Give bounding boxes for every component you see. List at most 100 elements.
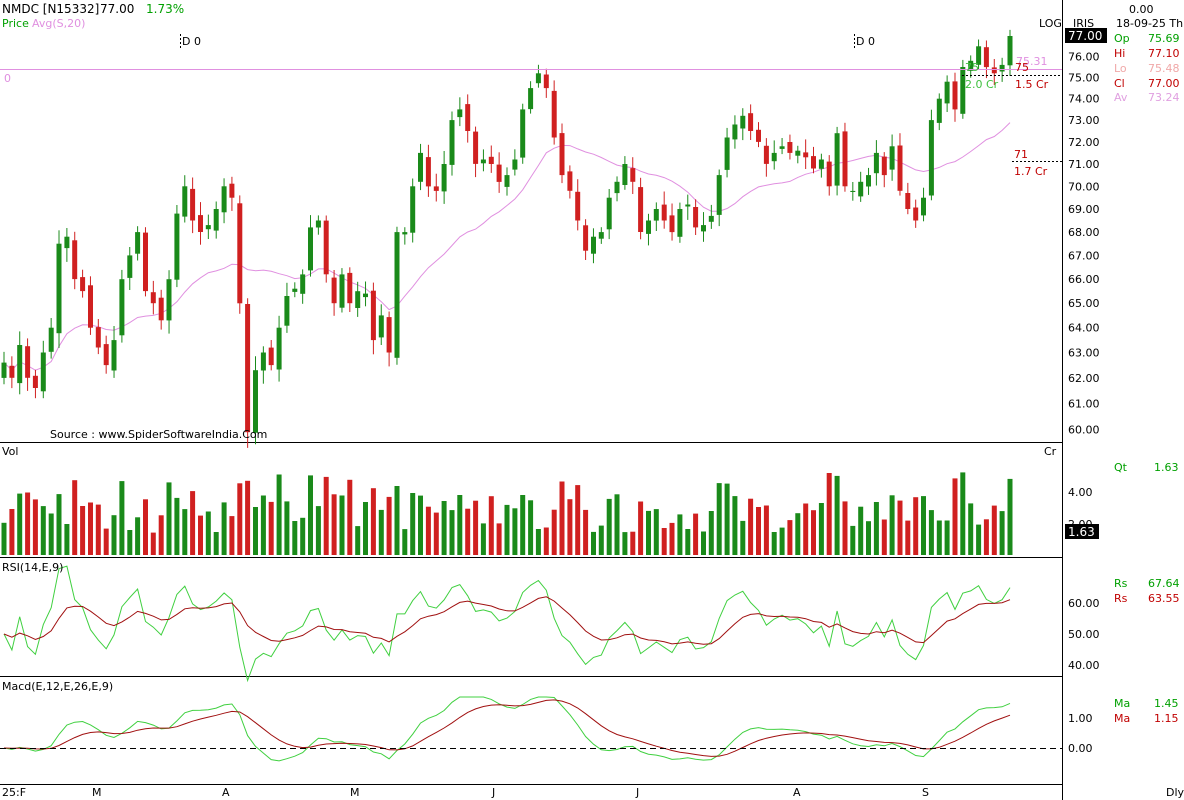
x-axis-label: M: [92, 786, 102, 799]
volume-bar: [276, 474, 282, 555]
candle: [669, 215, 675, 233]
x-axis-label: S: [922, 786, 929, 799]
volume-bar: [936, 520, 942, 555]
candle: [583, 225, 589, 251]
volume-bar: [952, 478, 958, 555]
volume-bar: [716, 483, 722, 555]
price-box-value: 77.00: [1068, 29, 1102, 43]
volume-bar: [449, 510, 455, 555]
volume-bar: [1007, 478, 1013, 555]
volume-bar: [331, 494, 337, 555]
candle: [394, 232, 400, 358]
candle: [378, 315, 384, 338]
volume-bar: [205, 511, 211, 555]
candle: [190, 188, 196, 221]
x-axis-label: A: [222, 786, 230, 799]
vol-71-label: 1.7 Cr: [1014, 165, 1048, 178]
iris-label[interactable]: IRIS: [1073, 17, 1094, 30]
period-label[interactable]: Dly: [1166, 786, 1184, 799]
volume-bar: [803, 503, 809, 555]
volume-bar: [103, 528, 109, 555]
ohlc-label-close: Cl: [1114, 77, 1125, 90]
volume-bar: [583, 509, 589, 555]
last-price: 77.00: [100, 2, 134, 16]
log-label[interactable]: LOG: [1039, 17, 1062, 30]
candle: [95, 327, 101, 348]
candle: [119, 279, 125, 336]
candle: [944, 81, 950, 104]
ohlc-label-low: Lo: [1114, 62, 1127, 75]
volume-bar: [866, 521, 871, 555]
price-tick-label: 66.00: [1068, 273, 1100, 286]
ohlc-label-high: Hi: [1114, 47, 1125, 60]
volume-bar: [88, 502, 93, 555]
volume-bar: [308, 475, 313, 555]
volume-bar: [795, 513, 801, 555]
volume-bar: [551, 509, 557, 555]
price-tick-label: 61.00: [1068, 397, 1100, 410]
candle: [598, 232, 604, 239]
candle: [205, 225, 211, 230]
volume-bar: [213, 532, 219, 555]
price-tick-label: 62.00: [1068, 372, 1100, 385]
volume-bar: [268, 501, 274, 555]
price-tick-label: 73.00: [1068, 114, 1100, 127]
volume-bar: [245, 480, 251, 555]
volume-bar: [928, 510, 934, 555]
volume-bar: [763, 505, 769, 555]
candle: [653, 209, 659, 221]
volume-bar: [339, 495, 345, 555]
price-tick-label: 68.00: [1068, 226, 1100, 239]
price-candles: [1, 29, 1013, 448]
candle: [591, 236, 596, 254]
marker-left: D 0: [182, 35, 201, 48]
volume-bar: [873, 502, 879, 555]
volume-last-value: 1.63: [1068, 525, 1095, 539]
volume-bar: [630, 531, 636, 555]
volume-bar: [386, 496, 392, 555]
candle: [803, 152, 809, 158]
volume-bar: [850, 525, 856, 555]
candle: [402, 232, 408, 235]
candle: [889, 146, 895, 170]
macd-tick-1: 1.00: [1068, 712, 1093, 725]
volume-bar: [685, 529, 691, 555]
volume-bar: [418, 495, 423, 555]
volume-bar: [520, 495, 526, 555]
candle: [229, 183, 235, 198]
candle: [32, 375, 38, 388]
volume-bar: [32, 499, 38, 555]
candle: [756, 129, 761, 142]
volume-bar: [897, 500, 903, 555]
candle: [268, 347, 274, 366]
volume-bar: [999, 511, 1005, 555]
volume-unit: Cr: [1044, 445, 1057, 458]
candle: [276, 327, 282, 370]
volume-bar: [826, 473, 832, 555]
candle: [630, 168, 636, 182]
price-tick-label: 71.00: [1068, 158, 1100, 171]
price-tick-label: 60.00: [1068, 424, 1100, 437]
volume-bar: [661, 528, 667, 555]
candle: [771, 152, 777, 162]
volume-bar: [512, 508, 518, 555]
volume-bar: [80, 506, 86, 555]
candle: [9, 365, 15, 378]
candle: [748, 113, 754, 131]
volume-bar: [842, 501, 848, 555]
x-axis-label: J: [491, 786, 495, 799]
candle: [386, 317, 392, 353]
candle: [779, 146, 785, 149]
volume-bar: [221, 502, 227, 555]
volume-bar: [292, 521, 298, 555]
candle: [441, 164, 447, 192]
rs-label: Rs: [1114, 577, 1128, 590]
volume-bar: [693, 513, 699, 555]
candle: [17, 345, 23, 384]
volume-bar: [111, 515, 117, 555]
volume-bar: [127, 530, 133, 555]
volume-bar: [535, 529, 541, 555]
ma20-line: [3, 122, 1011, 371]
candle: [701, 225, 706, 232]
macd-ma-label: Ma: [1114, 697, 1130, 710]
